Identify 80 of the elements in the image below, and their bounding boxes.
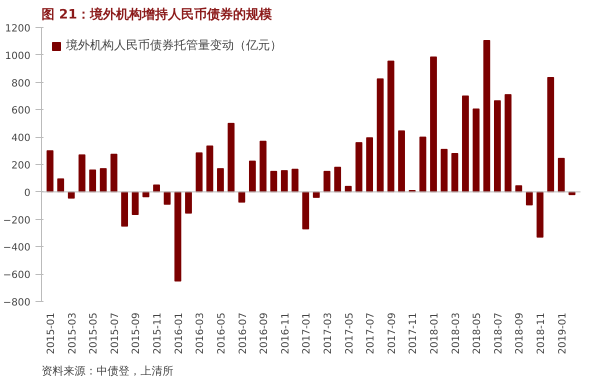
bar <box>292 168 298 192</box>
y-tick-label: −200 <box>3 215 31 226</box>
y-tick-label: −800 <box>3 298 31 308</box>
x-tick-label: 2015-11 <box>152 312 164 354</box>
bar <box>387 60 394 192</box>
bar <box>356 142 362 192</box>
x-tick-label: 2015-01 <box>46 312 58 354</box>
x-tick-label: 2016-11 <box>280 312 292 354</box>
legend-label: 境外机构人民币债券托管量变动（亿元） <box>66 37 282 54</box>
x-tick-label: 2018-03 <box>450 312 462 354</box>
x-tick-label: 2015-05 <box>88 312 100 354</box>
x-tick-label: 2017-03 <box>322 312 334 354</box>
chart-title: 图 21：境外机构增持人民币债券的规模 <box>42 6 272 22</box>
bar <box>196 152 203 192</box>
bar <box>270 170 278 192</box>
x-tick-label: 2015-07 <box>110 312 121 354</box>
bar <box>260 140 266 192</box>
x-tick-label: 2015-09 <box>131 312 142 354</box>
bar <box>228 122 235 192</box>
bar <box>430 56 437 192</box>
bar <box>78 154 86 192</box>
bar <box>174 191 182 282</box>
x-tick-label: 2017-05 <box>344 312 356 354</box>
y-tick-label: −400 <box>3 242 31 254</box>
bar <box>526 191 533 206</box>
bar <box>494 100 501 192</box>
bar <box>472 108 480 192</box>
x-tick-label: 2016-05 <box>216 312 228 354</box>
y-tick-label: 0 <box>24 188 31 199</box>
x-tick-label: 2016-07 <box>238 312 249 354</box>
bar <box>462 96 469 192</box>
bar <box>558 158 565 192</box>
bar <box>57 178 64 192</box>
bar <box>398 130 405 192</box>
x-tick-label: 2018-09 <box>514 312 526 354</box>
bar <box>89 169 96 192</box>
x-tick-label: 2017-11 <box>408 312 420 354</box>
bar <box>110 154 118 192</box>
bar <box>185 191 192 214</box>
bar <box>46 150 54 192</box>
bar <box>483 40 490 192</box>
x-tick-label: 2017-09 <box>386 312 398 354</box>
bar <box>280 170 288 192</box>
y-tick-label: 1000 <box>5 50 31 62</box>
bar <box>504 94 512 192</box>
x-tick-label: 2018-05 <box>472 312 484 354</box>
bar <box>536 191 544 238</box>
x-tick-label: 2017-07 <box>366 312 377 354</box>
bar <box>217 168 224 192</box>
x-tick-label: 2018-07 <box>493 312 504 354</box>
x-tick-label: 2019-01 <box>557 312 568 354</box>
x-tick-label: 2015-03 <box>67 312 78 354</box>
bar <box>334 166 342 192</box>
bar <box>153 184 160 192</box>
bar <box>547 77 554 192</box>
text: 资料来源：中债登，上清所 <box>42 364 174 378</box>
bar <box>440 148 448 192</box>
x-tick-label: 2016-03 <box>195 312 206 354</box>
x-tick-label: 2017-01 <box>302 312 313 354</box>
x-tick-label: 2018-01 <box>430 312 440 354</box>
bar <box>100 168 107 192</box>
y-tick-label: 400 <box>11 133 31 144</box>
y-tick-label: 600 <box>11 106 31 117</box>
bar <box>376 78 384 192</box>
y-tick-label: −600 <box>3 270 31 282</box>
y-tick-label: 800 <box>11 78 31 90</box>
bar <box>419 136 426 192</box>
bar <box>248 160 256 192</box>
x-tick-label: 2016-09 <box>259 312 270 354</box>
bar <box>451 153 458 192</box>
bar <box>121 191 128 227</box>
bar <box>206 146 214 192</box>
bar <box>366 137 374 192</box>
bar <box>324 170 330 192</box>
x-tick-label: 2016-01 <box>174 312 185 354</box>
y-tick-label: 200 <box>11 160 31 172</box>
bar <box>132 191 139 216</box>
y-tick-label: 1200 <box>5 24 31 34</box>
x-tick-label: 2018-11 <box>536 312 548 354</box>
bar <box>302 191 310 230</box>
